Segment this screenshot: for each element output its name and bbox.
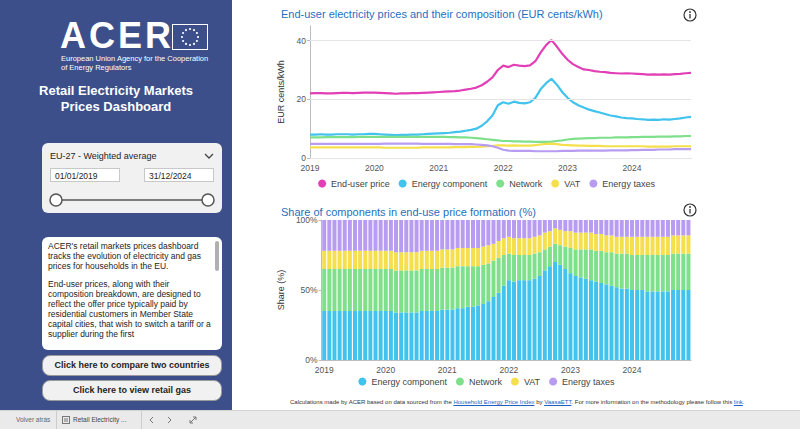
html-text:Retail Electricity ...: Retail Electricity ...	[73, 416, 127, 423]
svg-text:2019: 2019	[315, 365, 334, 375]
svg-text:Share of components in end-use: Share of components in end-use price for…	[281, 206, 536, 218]
svg-text:EUR cents/kWh: EUR cents/kWh	[276, 60, 286, 124]
svg-text:VAT: VAT	[524, 377, 541, 387]
svg-text:40: 40	[297, 36, 307, 46]
html-text:31/12/2024: 31/12/2024	[149, 171, 192, 181]
svg-text:2021: 2021	[438, 365, 457, 375]
svg-text:End-user electricity prices an: End-user electricity prices and their co…	[281, 8, 603, 20]
svg-text:2020: 2020	[365, 163, 384, 173]
svg-text:End-user price: End-user price	[331, 179, 390, 189]
html-text:of Energy Regulators: of Energy Regulators	[61, 63, 132, 72]
svg-text:2023: 2023	[561, 365, 580, 375]
svg-text:Network: Network	[469, 377, 503, 387]
svg-text:Energy component: Energy component	[371, 377, 447, 387]
svg-text:Energy component: Energy component	[412, 179, 488, 189]
html-text:European Union Agency for the: European Union Agency for the Cooperatio…	[61, 54, 209, 63]
svg-text:100%: 100%	[295, 215, 318, 225]
svg-text:2024: 2024	[623, 163, 642, 173]
svg-text:50%: 50%	[301, 285, 318, 295]
svg-text:Energy taxes: Energy taxes	[562, 377, 615, 387]
svg-text:2019: 2019	[301, 163, 320, 173]
svg-text:Share (%): Share (%)	[276, 270, 286, 311]
html-text:Click here to compare two coun: Click here to compare two countries	[54, 360, 210, 370]
svg-text:2024: 2024	[623, 365, 642, 375]
svg-text:2023: 2023	[558, 163, 577, 173]
html-text:End-user prices, along with th: End-user prices, along with their compos…	[48, 279, 211, 339]
svg-text:Network: Network	[509, 179, 543, 189]
html-text:EU-27 - Weighted average: EU-27 - Weighted average	[50, 151, 157, 161]
html-text:Retail Electricity Markets: Retail Electricity Markets	[39, 83, 193, 98]
svg-text:VAT: VAT	[564, 179, 581, 189]
svg-text:2021: 2021	[429, 163, 448, 173]
svg-text:2022: 2022	[499, 365, 518, 375]
html-text:Click here to view retail gas: Click here to view retail gas	[73, 385, 191, 395]
svg-text:2022: 2022	[494, 163, 513, 173]
svg-text:0: 0	[301, 153, 306, 163]
html-text:ACER: ACER	[60, 15, 174, 56]
html-text:Calculations made by ACER base: Calculations made by ACER based on data …	[290, 399, 745, 405]
html-text:Prices Dashboard: Prices Dashboard	[60, 99, 172, 114]
svg-text:20: 20	[297, 94, 307, 104]
html-text:ACER's retail markets prices d: ACER's retail markets prices dashboard t…	[48, 241, 202, 271]
html-text:Volver atrás: Volver atrás	[16, 416, 51, 423]
svg-text:Energy taxes: Energy taxes	[602, 179, 655, 189]
html-text:01/01/2019: 01/01/2019	[55, 171, 98, 181]
svg-text:2020: 2020	[376, 365, 395, 375]
svg-text:0%: 0%	[305, 355, 318, 365]
